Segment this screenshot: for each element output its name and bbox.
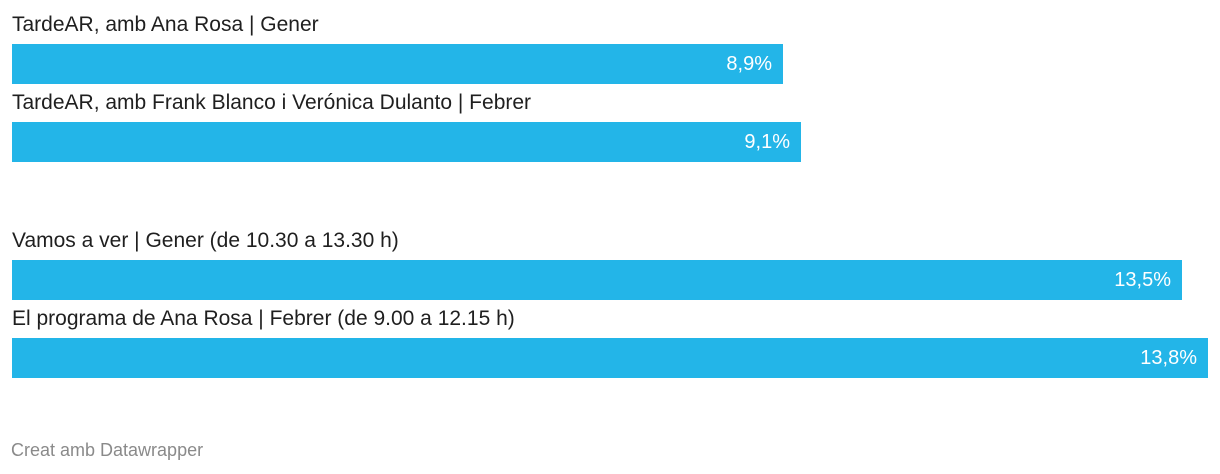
bar <box>12 122 801 162</box>
bar-category-label: TardeAR, amb Ana Rosa | Gener <box>12 13 319 36</box>
bar-value-label: 13,8% <box>1140 347 1197 369</box>
bar-category-label: TardeAR, amb Frank Blanco i Verónica Dul… <box>12 91 532 114</box>
bar-value-label: 8,9% <box>726 53 772 75</box>
credit-text: Creat amb Datawrapper <box>11 440 204 460</box>
bar <box>12 44 783 84</box>
bar <box>12 338 1208 378</box>
bar-value-label: 13,5% <box>1114 269 1171 291</box>
bar-category-label: Vamos a ver | Gener (de 10.30 a 13.30 h) <box>12 229 399 252</box>
bar <box>12 260 1182 300</box>
bar-category-label: El programa de Ana Rosa | Febrer (de 9.0… <box>12 307 515 330</box>
bar-value-label: 9,1% <box>744 131 790 153</box>
